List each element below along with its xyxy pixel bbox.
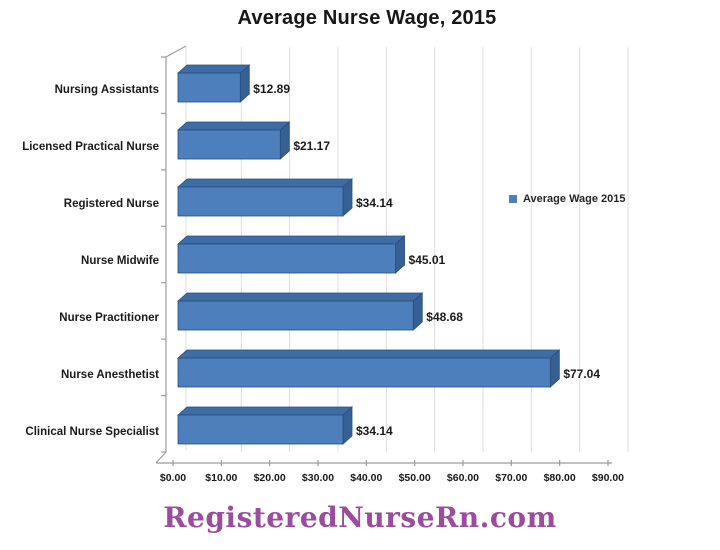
- bar-front-face: [177, 72, 241, 103]
- legend-label: Average Wage 2015: [523, 193, 626, 205]
- chart-title: Average Nurse Wage, 2015: [237, 7, 497, 29]
- category-label: Licensed Practical Nurse: [22, 141, 159, 153]
- website-watermark: RegisteredNurseRn.com: [163, 501, 557, 534]
- category-label: Nurse Midwife: [81, 255, 159, 267]
- x-tick-label: $60.00: [447, 472, 479, 484]
- axis-depth-bottom-line: [155, 451, 167, 464]
- bar-top-face: [176, 178, 354, 188]
- axis-depth-top-line: [165, 45, 187, 58]
- bar-front-face: [177, 357, 551, 388]
- category-label: Clinical Nurse Specialist: [25, 426, 159, 438]
- bar-front-face: [177, 414, 344, 445]
- bar-top-face: [176, 121, 291, 131]
- bar-value-label: $21.17: [293, 139, 330, 153]
- x-tick-label: $70.00: [495, 472, 527, 484]
- bar-value-label: $77.04: [563, 367, 600, 381]
- x-tick-label: $40.00: [350, 472, 382, 484]
- bar-value-label: $48.68: [426, 310, 463, 324]
- x-tick-label: $0.00: [160, 472, 186, 484]
- x-tick-label: $80.00: [544, 472, 576, 484]
- bar-front-face: [177, 300, 414, 331]
- bar-value-label: $12.89: [253, 82, 290, 96]
- x-tick-label: $90.00: [592, 472, 624, 484]
- x-tick-label: $20.00: [254, 472, 286, 484]
- bar-value-label: $34.14: [356, 196, 393, 210]
- x-tick-label: $30.00: [302, 472, 334, 484]
- bar-top-face: [176, 64, 251, 74]
- category-label: Nurse Anesthetist: [61, 369, 159, 381]
- bar-top-face: [176, 349, 561, 359]
- bar-value-label: $34.14: [356, 424, 393, 438]
- bar-value-label: $45.01: [409, 253, 446, 267]
- legend: Average Wage 2015: [509, 193, 626, 205]
- bar-front-face: [177, 129, 281, 160]
- category-label: Nursing Assistants: [55, 84, 159, 96]
- bar-top-face: [176, 235, 406, 245]
- bar-top-face: [176, 406, 354, 416]
- bar-front-face: [177, 186, 344, 217]
- legend-swatch-icon: [509, 195, 517, 203]
- x-tick-label: $50.00: [399, 472, 431, 484]
- bar-chart-plot: $0.00 $10.00 $20.00 $30.00 $40.00 $50.00 $60.0…: [22, 45, 629, 484]
- bar-front-face: [177, 243, 396, 274]
- category-label: Nurse Practitioner: [59, 312, 159, 324]
- bar-top-face: [176, 292, 424, 302]
- category-label: Registered Nurse: [64, 198, 159, 210]
- x-tick-label: $10.00: [205, 472, 237, 484]
